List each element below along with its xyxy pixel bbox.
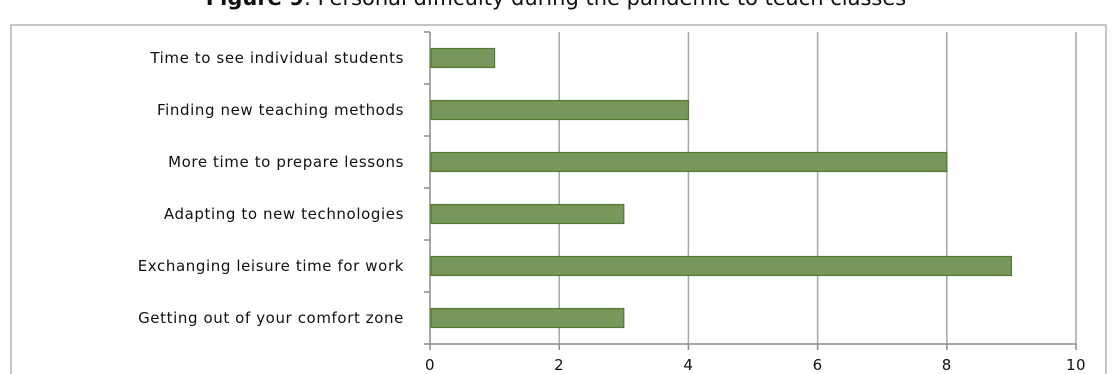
x-tick-label-4: 8 — [942, 356, 952, 374]
category-label-0: Time to see individual students — [149, 49, 404, 67]
bar-3 — [430, 203, 625, 225]
category-label-5: Getting out of your comfort zone — [138, 309, 404, 327]
figure-title-rest: : Personal difficulty during the pandemi… — [304, 0, 906, 10]
grid-lines — [558, 32, 1077, 344]
axes — [424, 31, 1077, 350]
figure-title: Figure 9: Personal difficulty during the… — [0, 0, 1112, 10]
category-labels: Time to see individual students Finding n… — [138, 49, 404, 327]
x-tick-label-5: 10 — [1066, 356, 1086, 374]
category-label-4: Exchanging leisure time for work — [138, 257, 404, 275]
x-tick-label-3: 6 — [813, 356, 823, 374]
figure-title-bold: Figure 9 — [206, 0, 304, 10]
x-tick-label-1: 2 — [554, 356, 564, 374]
x-tick-label-2: 4 — [683, 356, 693, 374]
category-label-2: More time to prepare lessons — [168, 153, 404, 171]
bar-1 — [430, 99, 689, 121]
bar-0 — [430, 47, 496, 69]
tick-labels: 0 2 4 6 8 10 — [425, 356, 1086, 374]
bar-5 — [430, 307, 625, 329]
chart-frame — [10, 24, 1107, 374]
category-label-3: Adapting to new technologies — [164, 205, 404, 223]
bar-2 — [430, 151, 948, 173]
bars — [430, 47, 1013, 329]
x-tick-label-0: 0 — [425, 356, 435, 374]
category-label-1: Finding new teaching methods — [157, 101, 404, 119]
bar-4 — [430, 255, 1013, 277]
